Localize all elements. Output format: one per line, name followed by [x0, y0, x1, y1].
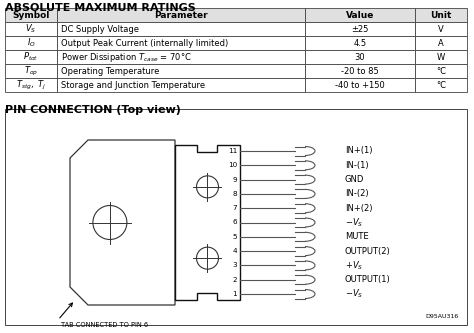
- Bar: [415, 22, 467, 36]
- Text: Unit: Unit: [430, 11, 452, 20]
- Bar: [57, 50, 305, 64]
- Text: Power Dissipation $T_{case}$ = 70°C: Power Dissipation $T_{case}$ = 70°C: [61, 51, 191, 64]
- Bar: [305, 64, 415, 78]
- Text: $P_{tot}$: $P_{tot}$: [23, 51, 39, 63]
- Text: $-V_S$: $-V_S$: [345, 288, 363, 300]
- Text: 1: 1: [232, 291, 237, 297]
- Text: DC Supply Voltage: DC Supply Voltage: [61, 25, 139, 34]
- Bar: [57, 22, 305, 36]
- Bar: [57, 64, 305, 78]
- Text: 10: 10: [228, 162, 237, 168]
- Text: A: A: [438, 39, 444, 48]
- Text: OUTPUT(2): OUTPUT(2): [345, 247, 391, 256]
- Bar: [5, 64, 57, 78]
- Bar: [57, 8, 305, 22]
- Text: 8: 8: [232, 191, 237, 197]
- Text: D95AU316: D95AU316: [426, 314, 459, 319]
- Text: 30: 30: [355, 53, 365, 62]
- Text: IN-(1): IN-(1): [345, 161, 369, 170]
- Text: ±25: ±25: [351, 25, 369, 34]
- Text: $T_{stg},\ T_j$: $T_{stg},\ T_j$: [16, 79, 46, 92]
- Bar: [57, 36, 305, 50]
- Text: V: V: [438, 25, 444, 34]
- Text: 3: 3: [232, 262, 237, 268]
- Bar: [415, 8, 467, 22]
- Text: 7: 7: [232, 205, 237, 211]
- Text: IN+(2): IN+(2): [345, 204, 373, 213]
- Text: Value: Value: [346, 11, 374, 20]
- Bar: [5, 78, 57, 92]
- Bar: [305, 50, 415, 64]
- Bar: [5, 22, 57, 36]
- Text: Parameter: Parameter: [154, 11, 208, 20]
- Text: Storage and Junction Temperature: Storage and Junction Temperature: [61, 81, 205, 90]
- Bar: [5, 50, 57, 64]
- Text: 2: 2: [232, 277, 237, 283]
- Text: PIN CONNECTION (Top view): PIN CONNECTION (Top view): [5, 105, 181, 115]
- Text: 9: 9: [232, 176, 237, 182]
- Text: $+V_S$: $+V_S$: [345, 259, 363, 272]
- Text: Output Peak Current (internally limited): Output Peak Current (internally limited): [61, 39, 228, 48]
- Bar: [305, 22, 415, 36]
- Text: GND: GND: [345, 175, 365, 184]
- Text: 4.5: 4.5: [354, 39, 366, 48]
- Bar: [415, 50, 467, 64]
- Text: -20 to 85: -20 to 85: [341, 67, 379, 76]
- Text: Operating Temperature: Operating Temperature: [61, 67, 159, 76]
- Bar: [415, 78, 467, 92]
- Text: °C: °C: [436, 81, 446, 90]
- Text: °C: °C: [436, 67, 446, 76]
- Bar: [305, 78, 415, 92]
- Polygon shape: [70, 140, 175, 305]
- Text: ABSOLUTE MAXIMUM RATINGS: ABSOLUTE MAXIMUM RATINGS: [5, 3, 196, 13]
- Text: 5: 5: [232, 234, 237, 240]
- Text: OUTPUT(1): OUTPUT(1): [345, 275, 391, 284]
- Bar: [305, 8, 415, 22]
- Text: 4: 4: [232, 248, 237, 254]
- Text: W: W: [437, 53, 445, 62]
- Text: $T_{op}$: $T_{op}$: [24, 65, 38, 78]
- Text: Symbol: Symbol: [12, 11, 50, 20]
- Bar: [5, 36, 57, 50]
- Text: MUTE: MUTE: [345, 232, 369, 241]
- Text: IN-(2): IN-(2): [345, 189, 369, 198]
- Text: 6: 6: [232, 219, 237, 225]
- Text: $I_O$: $I_O$: [27, 37, 36, 49]
- Bar: [415, 64, 467, 78]
- Text: $-V_S$: $-V_S$: [345, 216, 363, 229]
- Polygon shape: [175, 145, 240, 300]
- Text: -40 to +150: -40 to +150: [335, 81, 385, 90]
- Bar: [415, 36, 467, 50]
- Bar: [5, 8, 57, 22]
- Text: 11: 11: [228, 148, 237, 154]
- Text: IN+(1): IN+(1): [345, 147, 373, 156]
- Bar: [57, 78, 305, 92]
- Text: $V_S$: $V_S$: [26, 23, 36, 35]
- Bar: [5, 109, 467, 325]
- Text: TAB CONNECTED TO PIN 6: TAB CONNECTED TO PIN 6: [61, 322, 148, 328]
- Bar: [305, 36, 415, 50]
